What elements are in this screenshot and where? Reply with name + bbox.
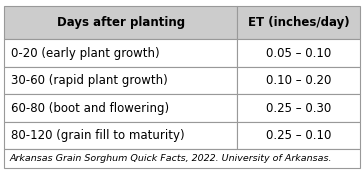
Bar: [237, 67, 360, 94]
Bar: [4, 67, 237, 94]
Text: 0.25 – 0.10: 0.25 – 0.10: [266, 129, 331, 142]
Text: 0.10 – 0.20: 0.10 – 0.20: [266, 74, 331, 87]
Text: Arkansas Grain Sorghum Quick Facts, 2022. University of Arkansas.: Arkansas Grain Sorghum Quick Facts, 2022…: [10, 154, 332, 163]
Text: Days after planting: Days after planting: [57, 16, 185, 29]
Bar: [4, 149, 360, 168]
Text: 80-120 (grain fill to maturity): 80-120 (grain fill to maturity): [11, 129, 185, 142]
Text: 0-20 (early plant growth): 0-20 (early plant growth): [11, 47, 159, 60]
Text: ET (inches/day): ET (inches/day): [248, 16, 349, 29]
Bar: [4, 39, 237, 67]
Bar: [237, 6, 360, 39]
Text: 0.25 – 0.30: 0.25 – 0.30: [266, 102, 331, 115]
Bar: [237, 94, 360, 122]
Bar: [237, 39, 360, 67]
Text: 60-80 (boot and flowering): 60-80 (boot and flowering): [11, 102, 169, 115]
Text: 0.05 – 0.10: 0.05 – 0.10: [266, 47, 331, 60]
Bar: [4, 122, 237, 149]
Bar: [4, 94, 237, 122]
Bar: [4, 6, 237, 39]
Text: 30-60 (rapid plant growth): 30-60 (rapid plant growth): [11, 74, 168, 87]
Bar: [237, 122, 360, 149]
